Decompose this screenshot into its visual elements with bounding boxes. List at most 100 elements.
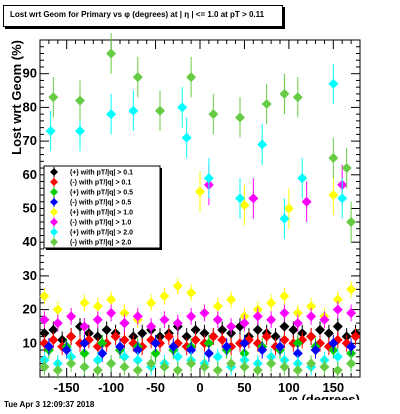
- y-tick-label: 70: [23, 133, 37, 148]
- data-point: [279, 291, 290, 302]
- data-point: [332, 321, 343, 332]
- data-point: [332, 351, 343, 362]
- x-tick-label: -50: [146, 380, 165, 395]
- data-point: [190, 324, 201, 335]
- data-point: [39, 314, 50, 325]
- data-point: [106, 358, 117, 369]
- data-point: [328, 152, 339, 163]
- data-point: [270, 331, 281, 342]
- data-point: [252, 365, 263, 376]
- data-point: [92, 331, 103, 342]
- data-point: [239, 200, 250, 211]
- data-point: [79, 321, 90, 332]
- data-point: [239, 361, 250, 372]
- data-point: [199, 328, 210, 339]
- data-point: [199, 307, 210, 318]
- data-point: [266, 314, 277, 325]
- data-point: [48, 92, 59, 103]
- data-point: [115, 341, 125, 352]
- data-point: [186, 358, 197, 369]
- data-point: [310, 345, 321, 356]
- data-point: [323, 328, 334, 339]
- y-tick-label: 50: [23, 201, 37, 216]
- data-point: [97, 348, 108, 359]
- data-point: [346, 216, 357, 227]
- data-point: [203, 338, 214, 349]
- data-point: [350, 331, 361, 342]
- data-point: [252, 311, 263, 322]
- data-point: [45, 125, 56, 136]
- x-tick-label: -100: [98, 380, 124, 395]
- x-tick-label: 150: [322, 380, 344, 395]
- data-point: [92, 301, 103, 312]
- data-point: [235, 112, 245, 123]
- data-point: [212, 365, 223, 376]
- data-point: [128, 105, 139, 116]
- data-point: [212, 351, 223, 362]
- data-point: [279, 361, 290, 372]
- data-point: [119, 307, 130, 318]
- data-point: [163, 331, 174, 342]
- x-tick-label: 50: [237, 380, 251, 395]
- legend-entry: (+) with pT/|q| > 0.1: [70, 170, 133, 177]
- data-point: [266, 358, 277, 369]
- data-point: [306, 331, 317, 342]
- data-point: [212, 314, 223, 325]
- data-point: [172, 318, 183, 329]
- data-point: [66, 331, 77, 342]
- x-tick-label: -150: [54, 380, 80, 395]
- data-point: [75, 125, 85, 136]
- data-point: [106, 109, 117, 120]
- data-point: [119, 318, 130, 329]
- y-axis-title: Lost wrt Geom (%): [9, 40, 24, 155]
- data-point: [279, 321, 290, 332]
- data-point: [252, 324, 263, 335]
- data-point: [172, 365, 183, 376]
- series-7: [39, 33, 357, 379]
- legend-shadow-right: [160, 168, 162, 250]
- data-point: [199, 361, 210, 372]
- data-point: [217, 334, 228, 345]
- data-point: [150, 338, 161, 349]
- data-point: [155, 105, 165, 116]
- data-point: [292, 348, 303, 359]
- data-point: [186, 287, 197, 298]
- data-point: [177, 102, 188, 113]
- data-point: [261, 331, 272, 342]
- data-point: [235, 193, 245, 204]
- data-point: [92, 314, 103, 325]
- data-point: [292, 307, 303, 318]
- data-point: [239, 318, 250, 329]
- data-point: [257, 345, 268, 356]
- data-point: [279, 88, 290, 99]
- data-point: [288, 324, 299, 335]
- data-point: [328, 190, 339, 201]
- data-point: [292, 92, 303, 103]
- data-point: [159, 291, 170, 302]
- data-point: [332, 365, 343, 376]
- data-point: [226, 358, 237, 369]
- data-point: [66, 358, 77, 369]
- y-tick-label: 30: [23, 268, 37, 283]
- data-point: [186, 72, 197, 83]
- data-point: [261, 99, 272, 110]
- data-point: [332, 294, 343, 305]
- data-point: [346, 284, 357, 295]
- data-point: [52, 318, 63, 329]
- chart-title-box: Lost wrt Geom for Primary vs φ (degrees)…: [3, 5, 283, 27]
- data-point: [181, 132, 192, 143]
- data-point: [217, 324, 228, 335]
- data-point: [159, 361, 170, 372]
- data-point: [132, 355, 143, 366]
- data-point: [306, 358, 317, 369]
- data-point: [221, 341, 232, 352]
- y-tick-label: 90: [23, 66, 37, 81]
- x-tick-label: 0: [196, 380, 203, 395]
- data-point: [101, 324, 112, 335]
- data-point: [79, 338, 90, 349]
- data-point: [106, 294, 117, 305]
- data-point: [146, 321, 157, 332]
- chart-title: Lost wrt Geom for Primary vs φ (degrees)…: [10, 10, 265, 19]
- data-point: [306, 311, 317, 322]
- data-point: [168, 341, 179, 352]
